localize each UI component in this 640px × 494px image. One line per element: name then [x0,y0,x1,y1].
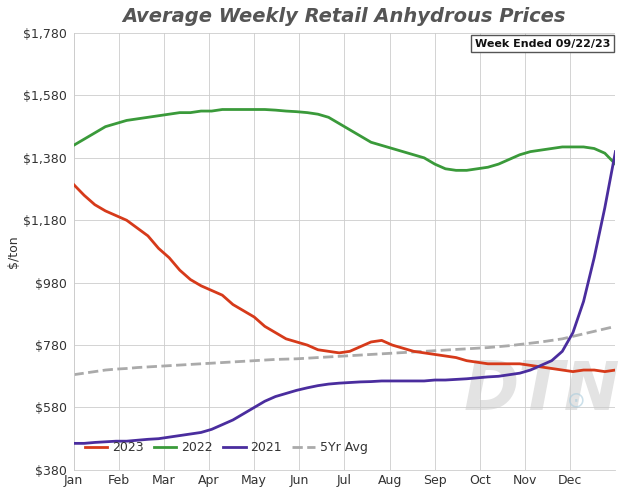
2022 [410,152,417,158]
2023 [420,350,428,356]
5Yr Avg [112,366,120,372]
2022 [431,161,438,167]
5Yr Avg [261,357,269,363]
2023 [324,348,332,354]
2023 [569,369,577,374]
Title: Average Weekly Retail Anhydrous Prices: Average Weekly Retail Anhydrous Prices [123,7,566,26]
2023 [261,324,269,329]
5Yr Avg [70,372,77,378]
5Yr Avg [612,324,620,329]
2021 [569,329,577,335]
2021 [612,149,620,155]
2022 [70,142,77,148]
Text: ⊙: ⊙ [566,390,586,410]
5Yr Avg [324,354,332,360]
2022 [271,107,279,113]
Y-axis label: $/ton: $/ton [7,235,20,268]
2021 [70,441,77,447]
2021 [399,378,407,384]
2022 [335,121,343,126]
Text: Week Ended 09/22/23: Week Ended 09/22/23 [474,39,610,48]
2022 [218,107,226,113]
5Yr Avg [569,333,577,339]
2023 [399,345,407,351]
Text: DTN: DTN [464,358,620,424]
2023 [580,367,588,373]
Line: 2023: 2023 [74,184,616,371]
2021 [261,398,269,404]
5Yr Avg [399,350,407,356]
2022 [452,167,460,173]
2021 [112,438,120,444]
2022 [612,161,620,167]
Line: 2022: 2022 [74,110,616,170]
2023 [112,212,120,218]
2021 [420,378,428,384]
5Yr Avg [420,348,428,354]
2023 [70,181,77,187]
2022 [112,121,120,126]
2021 [324,381,332,387]
Line: 5Yr Avg: 5Yr Avg [74,327,616,375]
Legend: 2023, 2022, 2021, 5Yr Avg: 2023, 2022, 2021, 5Yr Avg [80,436,372,459]
2022 [367,139,375,145]
Line: 2021: 2021 [74,152,616,444]
2023 [612,367,620,373]
